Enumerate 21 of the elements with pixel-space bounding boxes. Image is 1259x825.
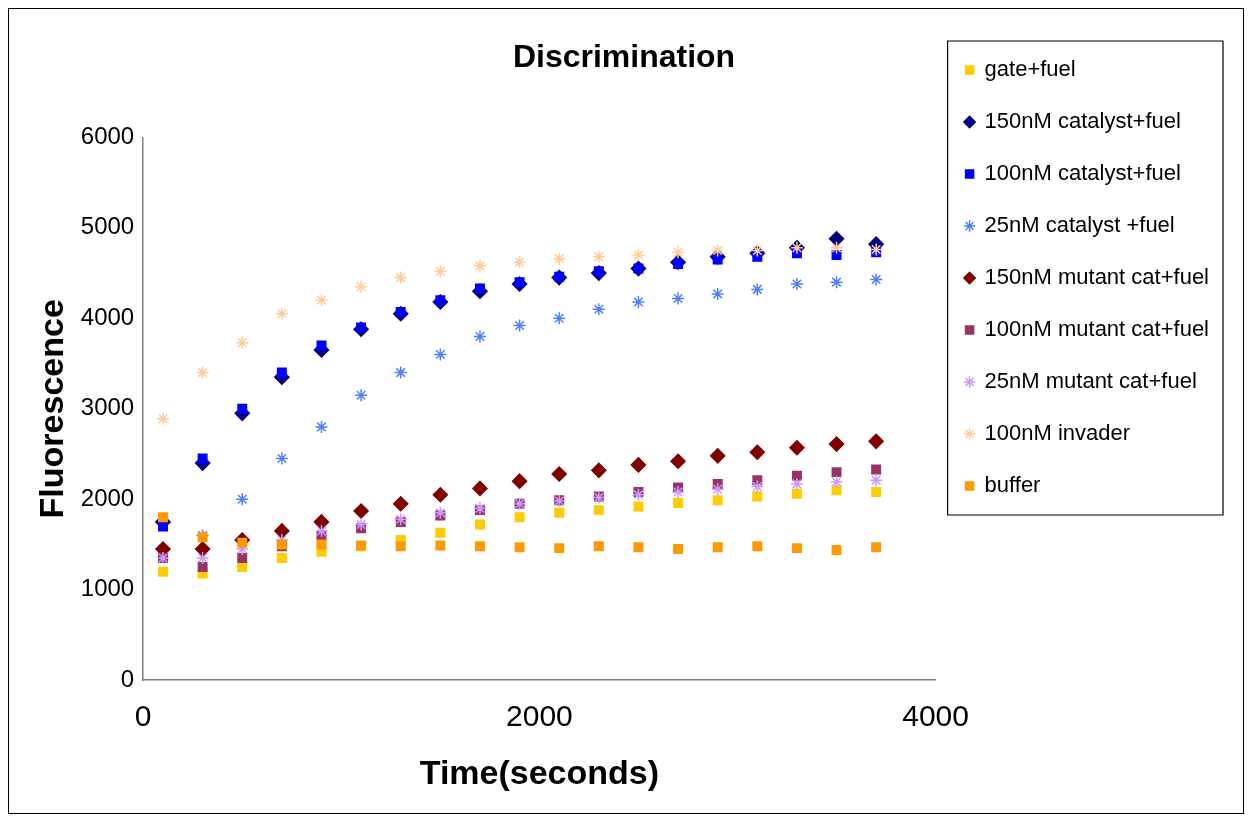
y-tick-label: 0: [120, 664, 135, 692]
y-tick-label: 1000: [80, 574, 135, 602]
y-axis-title: Fluorescence: [31, 299, 70, 519]
legend-label: 25nM mutant cat+fuel: [984, 368, 1197, 394]
legend-label: 150nM catalyst+fuel: [984, 108, 1181, 134]
legend-label: 100nM mutant cat+fuel: [984, 316, 1210, 342]
legend-label: gate+fuel: [984, 56, 1076, 82]
legend-label: 100nM invader: [984, 420, 1131, 446]
x-tick-label: 2000: [506, 699, 573, 733]
x-tick-label: 4000: [902, 699, 969, 733]
legend-label: 25nM catalyst +fuel: [984, 212, 1175, 238]
y-tick-label: 2000: [80, 483, 135, 511]
x-axis-title: Time(seconds): [419, 752, 660, 791]
y-tick-label: 4000: [80, 302, 135, 330]
y-tick-label: 6000: [80, 122, 135, 150]
y-tick-label: 5000: [80, 212, 135, 240]
chart-title: Discrimination: [512, 38, 736, 75]
legend-label: 150nM mutant cat+fuel: [984, 264, 1210, 290]
legend-label: buffer: [984, 472, 1041, 498]
y-tick-label: 3000: [80, 393, 135, 421]
legend-label: 100nM catalyst+fuel: [984, 160, 1181, 186]
